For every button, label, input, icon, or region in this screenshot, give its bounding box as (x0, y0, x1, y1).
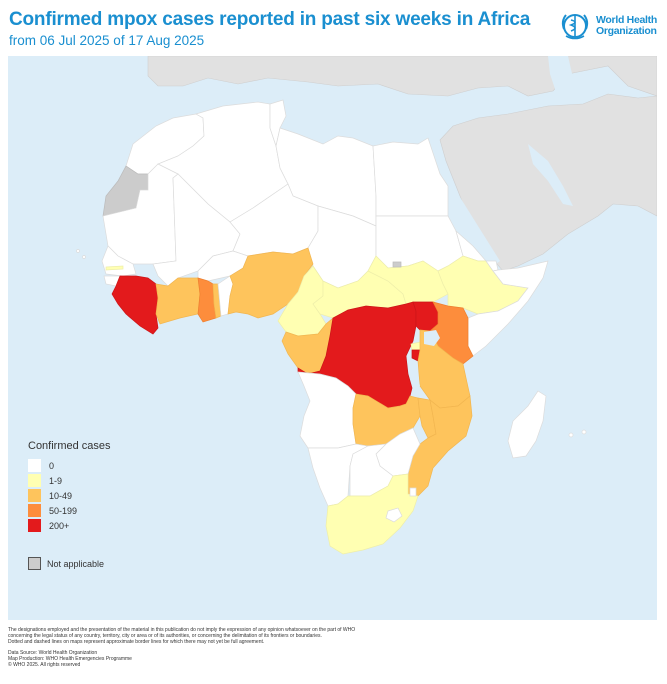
who-emblem-icon (561, 14, 589, 40)
country-uganda[interactable] (412, 301, 439, 332)
legend-label: 0 (49, 460, 55, 471)
country-mauritius[interactable] (581, 429, 587, 435)
legend-swatch-50-199 (28, 504, 41, 517)
country-egypt[interactable] (372, 137, 449, 217)
country-cote-divoire[interactable] (155, 277, 201, 325)
legend-swatch-200-plus (28, 519, 41, 532)
country-cabo-verde-2[interactable] (82, 255, 86, 259)
credit-data-source: Data Source: World Health Organization (8, 650, 98, 656)
lake-tanganyika (412, 362, 420, 388)
map-subtitle: from 06 Jul 2025 of 17 Aug 2025 (9, 33, 205, 48)
legend-swatch-0 (28, 459, 41, 472)
country-south-sudan[interactable] (367, 255, 449, 305)
logo-line-1: World Health (596, 14, 657, 26)
legend-label: Not applicable (47, 558, 105, 569)
legend-swatch-1-9 (28, 474, 41, 487)
caspian-sea (548, 56, 573, 94)
red-sea (428, 138, 500, 266)
footer-disclaimer: The designations employed and the presen… (8, 627, 568, 668)
country-eswatini[interactable] (409, 487, 417, 497)
legend-label: 1-9 (49, 475, 63, 486)
land-europe (147, 56, 657, 97)
legend-swatch-10-49 (28, 489, 41, 502)
legend-not-applicable: Not applicable (28, 557, 104, 570)
legend-swatch-not-applicable (28, 557, 41, 570)
disclaimer-line: The designations employed and the presen… (8, 627, 356, 633)
legend-title: Confirmed cases (28, 440, 111, 452)
who-logo-text: World Health Organization (596, 15, 657, 37)
legend-item: 10-49 (28, 488, 111, 503)
legend-label: 10-49 (49, 490, 73, 501)
disclaimer-line: Dotted and dashed lines on maps represen… (8, 639, 265, 645)
map-title: Confirmed mpox cases reported in past si… (9, 9, 531, 30)
map-area[interactable] (8, 56, 657, 620)
logo-line-2: Organization (596, 25, 657, 37)
area-reunion[interactable] (568, 432, 574, 438)
country-namibia[interactable] (307, 443, 370, 507)
country-guinea-sierra-leone-liberia[interactable] (111, 275, 159, 335)
persian-gulf (528, 144, 573, 206)
country-cabo-verde[interactable] (76, 249, 80, 253)
country-mozambique[interactable] (407, 395, 473, 497)
country-madagascar[interactable] (507, 390, 547, 459)
country-togo[interactable] (212, 283, 222, 319)
disclaimer-line: concerning the legal status of any count… (8, 633, 322, 639)
africa-map[interactable] (8, 56, 657, 620)
legend-label: 50-199 (49, 505, 78, 516)
land-middle-east (439, 93, 657, 272)
legend-item: 200+ (28, 518, 111, 533)
credit-map-production: Map Production: WHO Health Emergencies P… (8, 656, 132, 662)
credit-copyright: © WHO 2025. All rights reserved (8, 662, 81, 668)
legend-label: 200+ (49, 520, 70, 531)
who-logo: World Health Organization (558, 8, 662, 44)
legend-item: 1-9 (28, 473, 111, 488)
map-legend: Confirmed cases 0 1-9 10-49 50-199 200+ (28, 440, 111, 533)
country-lesotho[interactable] (385, 507, 403, 523)
legend-item: 0 (28, 458, 111, 473)
lake-victoria (424, 330, 440, 346)
area-abyei[interactable] (392, 261, 402, 268)
country-gambia[interactable] (105, 265, 124, 271)
legend-item: 50-199 (28, 503, 111, 518)
